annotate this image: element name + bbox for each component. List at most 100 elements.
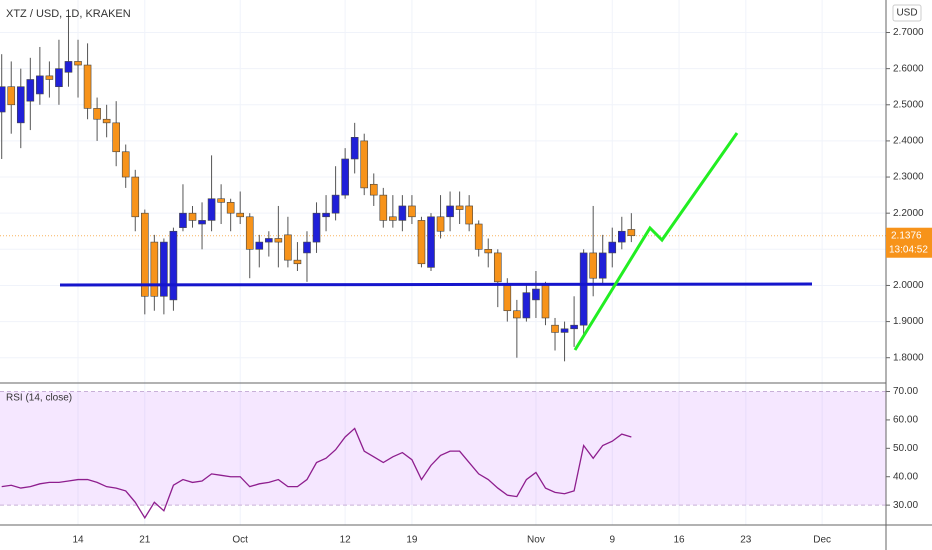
candle-body xyxy=(484,249,493,254)
rsi-line xyxy=(1,427,632,520)
candle-body xyxy=(0,86,6,113)
candle-body xyxy=(169,230,178,301)
rsi-tick-label: 40.00 xyxy=(893,471,918,482)
candle-body xyxy=(236,212,244,218)
rsi-band xyxy=(0,391,886,506)
candle-body xyxy=(217,198,225,203)
candle-body xyxy=(436,216,445,232)
y-tick-label: 1.8000 xyxy=(893,352,924,363)
candle-body xyxy=(274,238,283,243)
currency-button[interactable] xyxy=(892,4,922,22)
y-tick-label: 2.5000 xyxy=(893,99,924,110)
countdown-label: 13:04:52 xyxy=(889,244,928,255)
candle-body xyxy=(102,118,111,124)
candle-body xyxy=(83,64,92,109)
candle-body xyxy=(226,202,235,214)
candle-body xyxy=(627,229,636,237)
candle-body xyxy=(579,252,588,326)
candle-body xyxy=(64,61,73,73)
candle-body xyxy=(341,158,349,196)
x-tick-label: 23 xyxy=(740,535,752,546)
rsi-background xyxy=(0,391,886,506)
candle-body xyxy=(598,252,607,279)
candle-body xyxy=(608,241,617,254)
x-tick-label: Dec xyxy=(813,535,831,546)
projection-line xyxy=(573,132,739,351)
y-tick-label: 2.3000 xyxy=(893,172,924,183)
rsi-tick-label: 70.00 xyxy=(893,386,918,397)
candle-body xyxy=(36,75,44,95)
candle-body xyxy=(570,324,578,330)
candle-body xyxy=(121,151,130,178)
candle-body xyxy=(408,205,416,218)
x-tick-label: Nov xyxy=(527,535,545,546)
labels: 14 21 Oct 12 19 Nov 9 16 23 Dec 1.8000 1.9000 2.0000… xyxy=(72,27,932,546)
candle-body xyxy=(389,216,397,221)
y-tick-label: 2.0000 xyxy=(893,280,924,291)
candle-body xyxy=(284,234,292,261)
support-line xyxy=(59,282,813,287)
candle-body xyxy=(179,212,187,228)
grid xyxy=(0,0,886,525)
candle-body xyxy=(265,238,273,243)
candle-body xyxy=(522,292,531,319)
rsi-label: RSI (14, close) xyxy=(6,393,72,404)
rsi-tick-label: 60.00 xyxy=(893,415,918,426)
candle-body xyxy=(55,68,63,88)
x-tick-label: 9 xyxy=(609,535,615,546)
candle-body xyxy=(74,61,82,66)
candle-body xyxy=(474,223,483,250)
candle-body xyxy=(350,137,359,160)
candle-body xyxy=(493,252,502,283)
last-price-box xyxy=(886,227,932,258)
candle-body xyxy=(188,212,197,221)
candle-body xyxy=(112,122,120,153)
x-tick-label: Oct xyxy=(232,535,248,546)
candle-body xyxy=(360,140,369,189)
marks xyxy=(0,14,636,520)
y-tick-label: 1.9000 xyxy=(893,316,924,327)
candle-body xyxy=(455,205,464,210)
y-tick-label: 2.4000 xyxy=(893,136,924,147)
candle-body xyxy=(303,241,311,254)
candle-body xyxy=(465,205,473,225)
x-tick-label: 19 xyxy=(406,535,418,546)
y-tick-label: 2.7000 xyxy=(893,27,924,38)
candle-body xyxy=(198,220,206,225)
candle-body xyxy=(427,216,435,268)
candle-body xyxy=(560,328,569,333)
rsi-tick-label: 30.00 xyxy=(893,500,918,511)
candle-body xyxy=(379,194,388,221)
candle-body xyxy=(551,324,559,333)
x-tick-label: 12 xyxy=(340,535,352,546)
y-tick-label: 2.6000 xyxy=(893,63,924,74)
candle-body xyxy=(532,288,540,301)
candle-body xyxy=(26,79,35,102)
candle-body xyxy=(589,252,597,279)
candle-body xyxy=(16,86,25,124)
candle-body xyxy=(369,183,378,196)
x-tick-label: 21 xyxy=(139,535,151,546)
candle-body xyxy=(150,241,159,297)
x-tick-label: 16 xyxy=(673,535,685,546)
candle-body xyxy=(446,205,454,218)
candle-body xyxy=(331,194,340,214)
candle-body xyxy=(141,212,149,297)
currency-label: USD xyxy=(896,8,917,19)
last-price-label: 2.1376 xyxy=(891,230,922,241)
candle-body xyxy=(398,205,407,221)
candle-body xyxy=(45,75,54,80)
candle-body xyxy=(7,86,16,106)
candle-body xyxy=(207,198,216,221)
candle-body xyxy=(417,220,426,265)
candle-body xyxy=(93,108,101,120)
candle-body xyxy=(322,212,330,218)
candle-body xyxy=(245,216,254,250)
y-tick-label: 2.2000 xyxy=(893,208,924,219)
candle-body xyxy=(293,259,302,265)
chart-title: XTZ / USD, 1D, KRAKEN xyxy=(6,8,131,20)
x-tick-label: 14 xyxy=(72,535,84,546)
candle-body xyxy=(160,241,168,297)
candle-body xyxy=(513,310,521,319)
